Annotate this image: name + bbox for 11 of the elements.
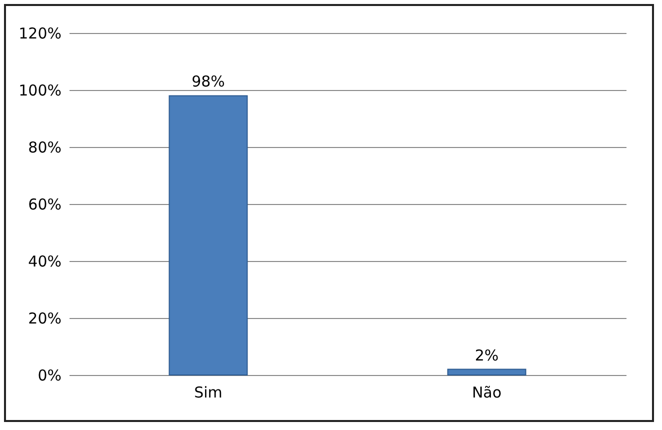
data-label: 2% [474,346,499,364]
y-tick-label: 120% [18,24,62,42]
y-tick-label: 0% [38,366,62,384]
y-tick-label: 40% [28,252,62,270]
y-tick-label: 80% [28,138,62,156]
x-tick-label: Sim [194,384,222,402]
y-tick-label: 20% [28,310,62,328]
y-tick-label: 60% [28,196,62,214]
data-label: 98% [192,72,225,91]
y-tick-label: 100% [18,82,62,100]
x-tick-label: Não [472,384,502,402]
